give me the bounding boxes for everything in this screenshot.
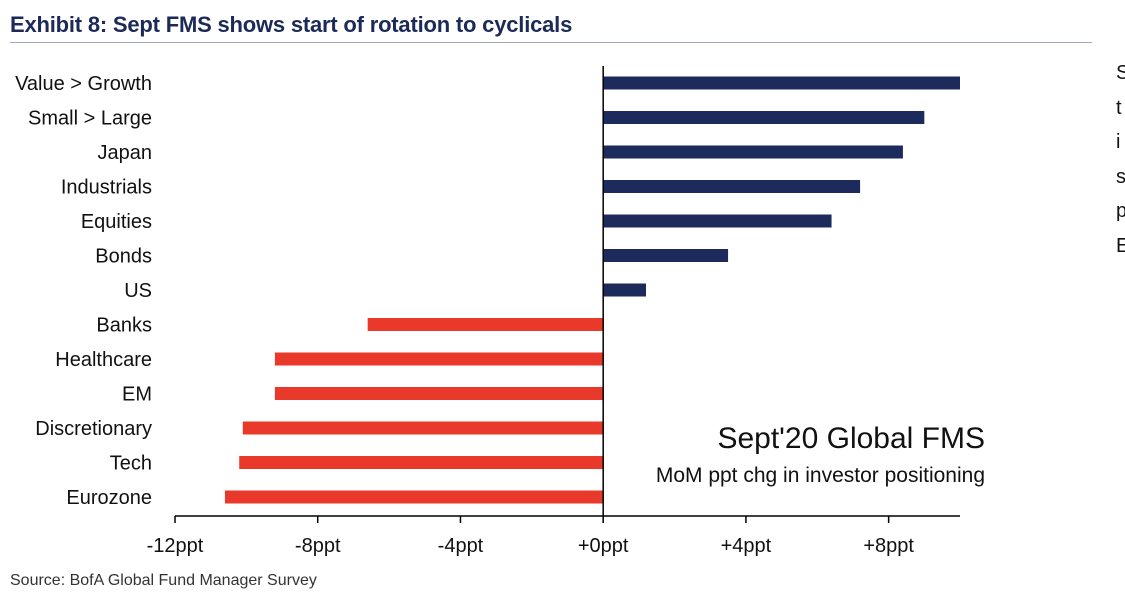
bar-banks — [367, 318, 604, 331]
x-tick-label: +4ppt — [721, 535, 772, 557]
category-label: Industrials — [61, 177, 152, 199]
x-tick-label: -4ppt — [438, 535, 484, 557]
bar-small-large — [603, 111, 925, 124]
category-label: Banks — [96, 315, 152, 337]
chart-title: Exhibit 8: Sept FMS shows start of rotat… — [10, 12, 573, 37]
bar-em — [274, 387, 604, 400]
x-axis: -12ppt -8ppt -4ppt +0ppt +4ppt +8ppt — [147, 66, 960, 557]
x-tick-label: +0ppt — [578, 535, 629, 557]
cut-off-side-text: S t i s p E — [1116, 56, 1125, 263]
category-label: Equities — [81, 211, 152, 233]
side-char: S — [1116, 62, 1125, 84]
x-tick-label: -8ppt — [295, 535, 341, 557]
category-label: Healthcare — [55, 349, 152, 371]
title-divider — [10, 42, 1092, 43]
x-tick-label: -12ppt — [147, 535, 204, 557]
category-label: US — [124, 280, 152, 302]
category-label: Small > Large — [28, 108, 152, 130]
category-label: Eurozone — [66, 487, 152, 509]
side-char: E — [1116, 234, 1125, 257]
category-label: Bonds — [95, 246, 152, 268]
category-label: EM — [122, 384, 152, 406]
bar-healthcare — [274, 352, 604, 366]
category-label: Japan — [98, 142, 153, 164]
bar-tech — [239, 456, 604, 469]
bar-industrials — [603, 180, 861, 193]
x-tick-label: +8ppt — [863, 535, 914, 557]
bar-equities — [603, 214, 832, 228]
bar-bonds — [603, 249, 729, 262]
side-char: i — [1116, 131, 1121, 153]
category-labels-group: Value > Growth Small > Large Japan Industri… — [15, 73, 152, 509]
source-note: Source: BofA Global Fund Manager Survey — [10, 572, 317, 589]
side-char: p — [1116, 200, 1125, 222]
bars-group — [224, 76, 960, 504]
bar-japan — [603, 145, 903, 159]
bar-value-growth — [603, 76, 960, 90]
side-char: t — [1116, 96, 1122, 119]
side-char: s — [1116, 165, 1125, 188]
annotation-title: Sept'20 Global FMS — [717, 422, 985, 455]
category-label: Tech — [110, 453, 152, 475]
annotation-subtitle: MoM ppt chg in investor positioning — [656, 464, 985, 487]
bar-us — [603, 283, 646, 297]
category-label: Discretionary — [35, 418, 152, 440]
category-label: Value > Growth — [15, 73, 152, 95]
bar-eurozone — [224, 490, 604, 504]
bar-chart: Value > Growth Small > Large Japan Industri… — [15, 66, 985, 557]
bar-discretionary — [242, 421, 604, 435]
